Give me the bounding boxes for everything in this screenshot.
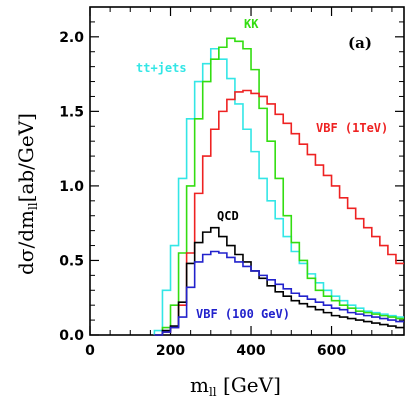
x-axis-title: mll [GeV] — [190, 373, 281, 399]
series-label-vbf-100gev: VBF (100 GeV) — [196, 307, 290, 321]
x-axis-title-sub: ll — [209, 385, 217, 399]
y-axis-title-main: dσ/dm — [14, 210, 38, 275]
y-axis-title-sub: ll — [26, 202, 40, 210]
y-axis-title-unit: [ab/GeV] — [14, 113, 38, 202]
series-label-tt-jets: tt+jets — [136, 61, 187, 75]
plot-area: 0 200 400 600 0.0 0.5 1.0 1.5 2.0 — [59, 6, 405, 359]
y-axis-title: dσ/dmll[ab/GeV] — [14, 113, 40, 275]
x-tick-label: 400 — [236, 343, 265, 359]
panel-label: (a) — [348, 34, 372, 52]
x-tick-label: 600 — [317, 343, 346, 359]
y-tick-label: 2.0 — [59, 30, 84, 46]
axis-ticks: 0 200 400 600 0.0 0.5 1.0 1.5 2.0 — [59, 7, 404, 359]
series-label-qcd: QCD — [217, 209, 239, 223]
series-line-qcd — [154, 226, 404, 336]
series-line-tt-jets — [153, 47, 404, 335]
x-tick-label: 0 — [85, 343, 95, 359]
y-tick-label: 0.0 — [59, 328, 84, 344]
series-line-vbf-1tev — [154, 89, 404, 336]
y-tick-label: 1.0 — [59, 179, 84, 195]
y-tick-label: 1.5 — [59, 104, 84, 120]
series-label-kk: KK — [244, 17, 259, 31]
x-axis-title-unit: [GeV] — [217, 373, 281, 397]
plot-frame — [89, 6, 405, 336]
x-tick-label: 200 — [156, 343, 185, 359]
series-line-vbf-100-gev — [154, 250, 404, 336]
series-layer — [153, 37, 404, 336]
series-line-kk — [154, 37, 404, 336]
series-label-vbf-1tev: VBF (1TeV) — [316, 121, 388, 135]
x-axis-title-main: m — [190, 373, 209, 397]
y-tick-label: 0.5 — [59, 253, 84, 269]
